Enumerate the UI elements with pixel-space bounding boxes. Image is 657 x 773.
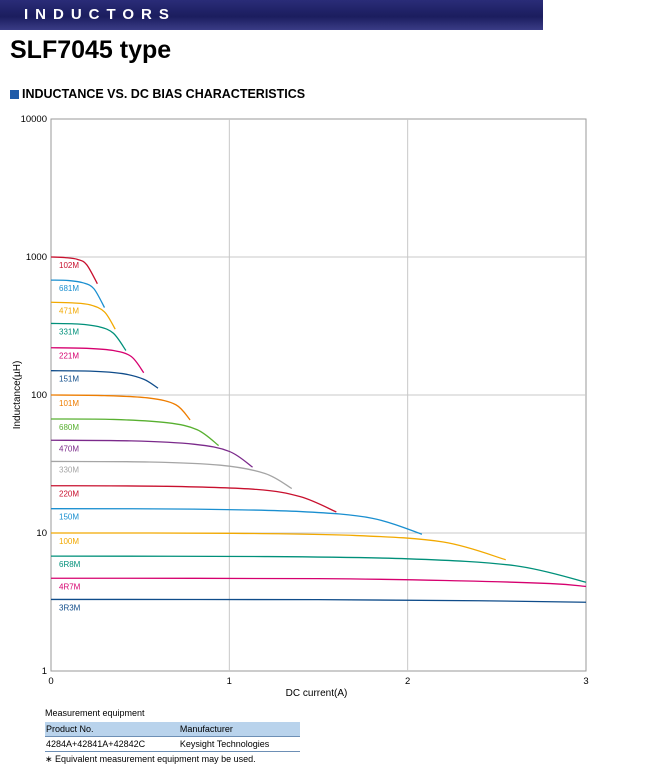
y-tick-label: 1: [42, 666, 47, 677]
y-tick-label: 100: [31, 390, 47, 401]
x-tick-label: 1: [227, 676, 232, 687]
product-cell: 4284A+42841A+42842C: [45, 736, 179, 752]
column-header-product: Product No.: [45, 722, 179, 737]
series-label-681m: 681M: [59, 284, 79, 293]
series-label-330m: 330M: [59, 465, 79, 474]
series-label-100m: 100M: [59, 537, 79, 546]
equipment-title: Measurement equipment: [45, 708, 145, 718]
series-line-100m: [50, 532, 506, 561]
series-label-101m: 101M: [59, 399, 79, 408]
series-line-3r3m: [50, 598, 587, 603]
series-line-221m: [50, 347, 145, 374]
square-bullet-icon: [10, 89, 19, 99]
page-title: SLF7045 type: [10, 36, 172, 64]
series-label-3r3m: 3R3M: [59, 603, 81, 612]
series-label-331m: 331M: [59, 327, 79, 336]
banner-text: INDUCTORS: [24, 6, 176, 23]
x-tick-label: 2: [405, 676, 410, 687]
series-label-471m: 471M: [59, 306, 79, 315]
series-label-6r8m: 6R8M: [59, 560, 81, 569]
series-label-221m: 221M: [59, 352, 79, 361]
table-header-row: Product No. Manufacturer: [45, 722, 300, 737]
series-label-4r7m: 4R7M: [59, 582, 81, 591]
table-row: 4284A+42841A+42842C Keysight Technologie…: [45, 736, 300, 752]
series-label-151m: 151M: [59, 375, 79, 384]
series-label-680m: 680M: [59, 423, 79, 432]
chart-section-label: INDUCTANCE VS. DC BIAS CHARACTERISTICS: [22, 87, 306, 101]
series-line-470m: [50, 439, 253, 468]
footnote: ∗ Equivalent measurement equipment may b…: [45, 754, 256, 764]
series-line-4r7m: [50, 577, 587, 588]
series-label-150m: 150M: [59, 513, 79, 522]
series-line-151m: [50, 370, 159, 389]
y-tick-label: 1000: [26, 252, 47, 263]
series-line-330m: [50, 460, 293, 490]
series-label-470m: 470M: [59, 444, 79, 453]
x-tick-label: 0: [48, 676, 53, 687]
column-header-manufacturer: Manufacturer: [178, 722, 300, 737]
series-line-680m: [50, 418, 220, 447]
measurement-equipment: Measurement equipment Product No. Manufa…: [45, 708, 300, 765]
y-axis-label: Inductance(µH): [12, 361, 23, 430]
series-line-150m: [50, 508, 423, 535]
section-banner: INDUCTORS: [0, 0, 543, 30]
series-line-6r8m: [50, 555, 587, 583]
series-line-102m: [50, 256, 98, 285]
series-label-220m: 220M: [59, 490, 79, 499]
series-line-331m: [50, 322, 127, 351]
series-line-471m: [50, 301, 116, 330]
y-tick-label: 10: [36, 528, 47, 539]
chart-section-title: INDUCTANCE VS. DC BIAS CHARACTERISTICS: [10, 87, 305, 101]
series-line-681m: [50, 279, 106, 308]
x-axis-label: DC current(A): [286, 688, 348, 699]
series-label-102m: 102M: [59, 261, 79, 270]
series-line-220m: [50, 485, 337, 513]
series-line-101m: [50, 394, 191, 421]
equipment-table: Product No. Manufacturer 4284A+42841A+42…: [45, 722, 300, 752]
y-tick-label: 10000: [21, 114, 47, 125]
x-tick-label: 3: [583, 676, 588, 687]
manufacturer-cell: Keysight Technologies: [178, 736, 300, 752]
